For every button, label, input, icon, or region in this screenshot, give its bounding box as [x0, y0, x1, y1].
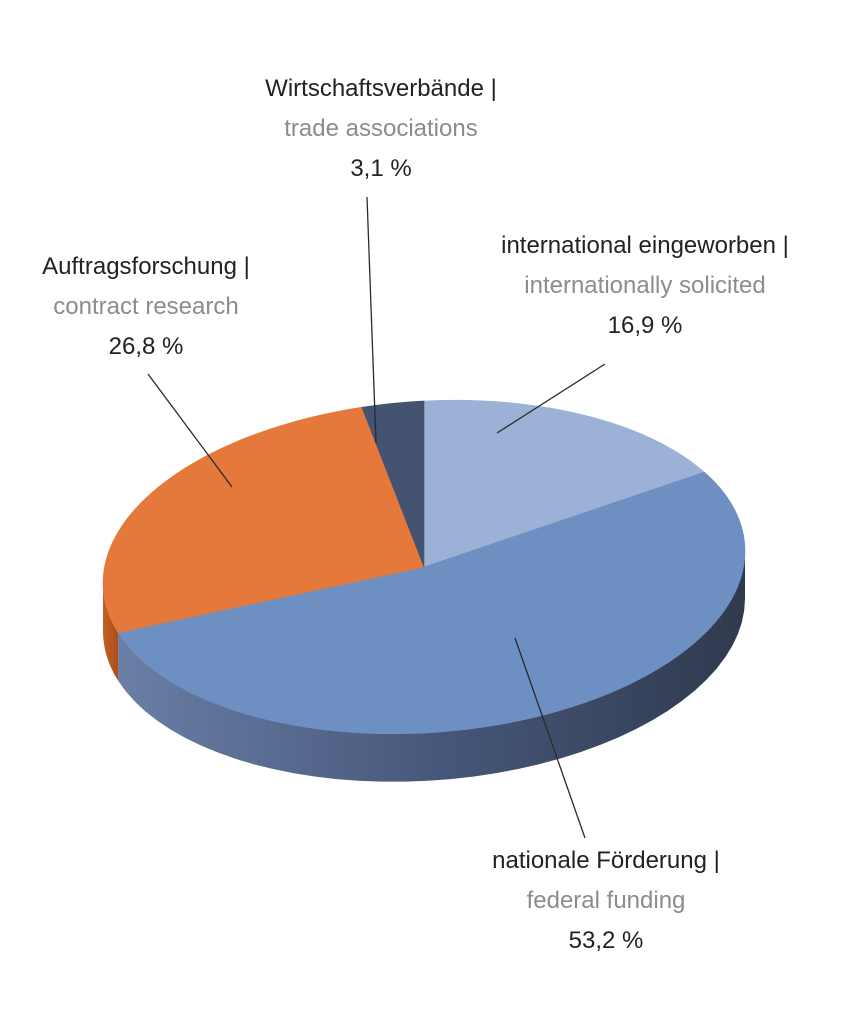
- slice-value-label: 53,2 %: [569, 927, 644, 954]
- slice-value-label: 3,1 %: [350, 155, 411, 182]
- slice-label-de: Wirtschaftsverbände |: [265, 75, 497, 102]
- pie-slice-0: [423, 399, 705, 568]
- pie-leaders: [147, 196, 606, 839]
- slice-label-de: Auftragsforschung |: [42, 253, 250, 280]
- slice-value-label: 26,8 %: [109, 333, 184, 360]
- slice-label-de: nationale Förderung |: [492, 847, 720, 874]
- slice-label-2: Auftragsforschung | contract research 26,8…: [42, 253, 250, 360]
- leader-line-0: [496, 363, 606, 434]
- pie-side-1: [118, 550, 746, 782]
- pie-top: [102, 399, 746, 735]
- leader-line-2: [147, 373, 233, 488]
- slice-label-de: international eingeworben |: [501, 232, 789, 259]
- pie-sides: [103, 550, 746, 782]
- pie-slice-2: [102, 406, 425, 633]
- slice-value-label: 16,9 %: [608, 312, 683, 339]
- slice-label-en: trade associations: [284, 115, 477, 142]
- leader-line-1: [514, 637, 586, 839]
- pie-slice-3: [361, 400, 425, 568]
- slice-label-0: international eingeworben | international…: [501, 232, 789, 339]
- slice-label-3: Wirtschaftsverbände | trade associations 3…: [265, 75, 497, 182]
- slice-label-en: federal funding: [527, 887, 686, 914]
- slice-label-en: contract research: [53, 293, 238, 320]
- pie-labels: international eingeworben | international…: [42, 75, 789, 954]
- leader-line-3: [366, 196, 377, 444]
- pie-side-2: [103, 583, 119, 681]
- pie-slice-1: [117, 471, 746, 735]
- slice-label-en: internationally solicited: [524, 272, 765, 299]
- slice-label-1: nationale Förderung | federal funding 53,2…: [492, 847, 720, 954]
